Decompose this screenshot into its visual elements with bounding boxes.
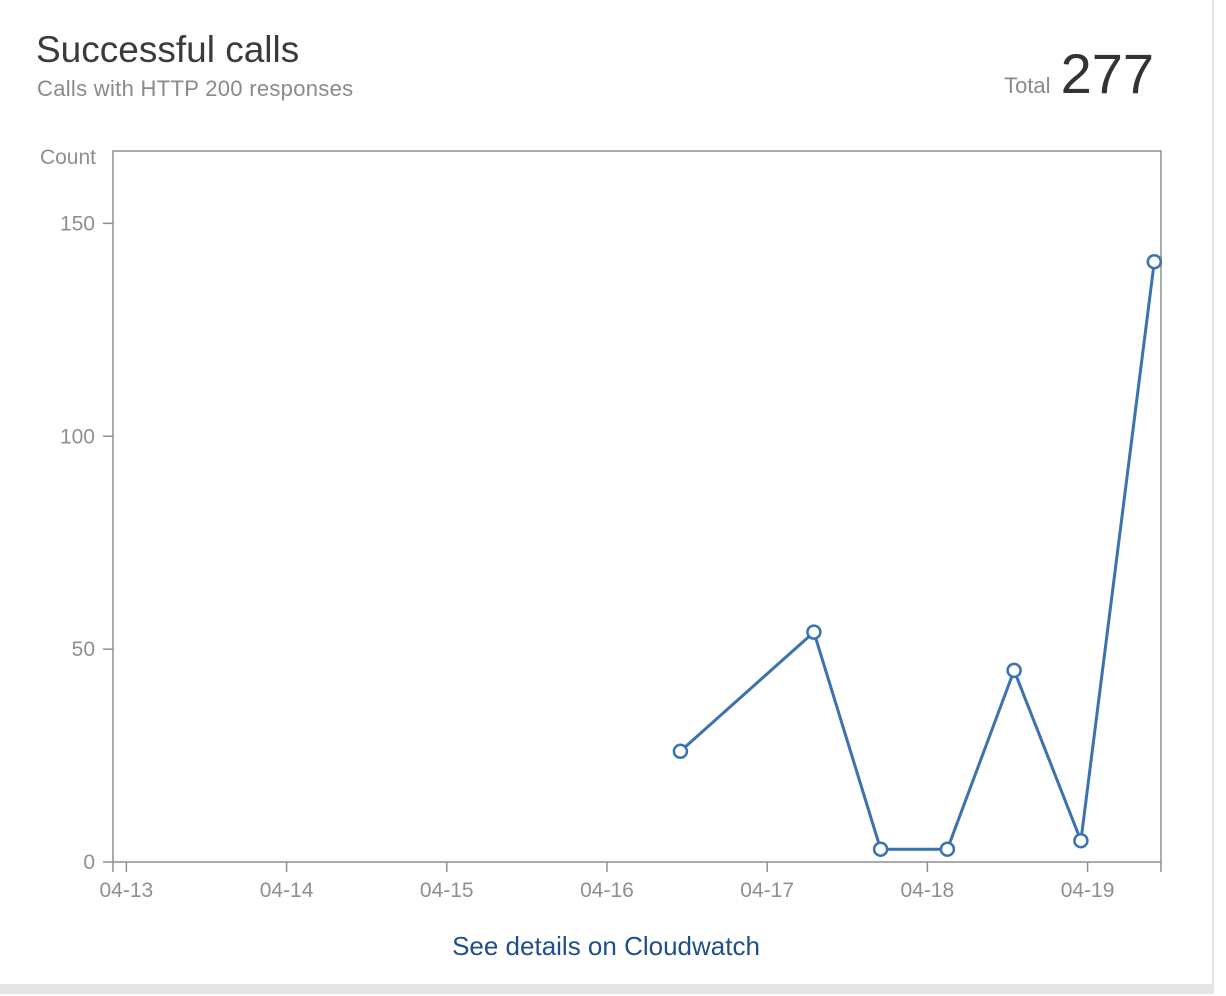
y-tick-label: 50 (72, 638, 95, 661)
x-tick-label: 04-16 (580, 879, 634, 902)
y-tick-label: 150 (60, 212, 95, 235)
chart-title: Successful calls (36, 29, 300, 70)
data-point[interactable] (672, 743, 689, 760)
y-axis: 0 50 100 150 (60, 212, 113, 874)
data-point[interactable] (1006, 662, 1022, 679)
x-tick-label: 04-15 (420, 879, 474, 902)
chart-subtitle: Calls with HTTP 200 responses (37, 76, 354, 101)
data-point[interactable] (806, 624, 822, 640)
series-line (679, 261, 1156, 851)
y-axis-label: Count (40, 146, 96, 169)
x-tick-label: 04-18 (901, 879, 955, 902)
x-tick-label: 04-14 (260, 879, 314, 902)
x-tick-label: 04-13 (99, 879, 153, 902)
total-summary: Total 277 (1004, 46, 1154, 102)
x-tick-label: 04-19 (1061, 879, 1115, 902)
data-point[interactable] (872, 841, 889, 857)
x-tick-label: 04-17 (740, 879, 794, 902)
total-value: 277 (1060, 42, 1154, 105)
y-tick-label: 100 (60, 425, 95, 448)
cloudwatch-details-link[interactable]: See details on Cloudwatch (452, 931, 760, 961)
series-layer (672, 253, 1163, 857)
y-tick-label: 0 (83, 851, 95, 874)
data-point[interactable] (1073, 832, 1089, 849)
plot-area-frame (112, 150, 1162, 863)
data-point[interactable] (939, 841, 956, 857)
x-axis: 04-13 04-14 04-15 04-16 04-17 04-18 04-19 (99, 862, 1162, 902)
data-point[interactable] (1146, 253, 1163, 270)
total-label: Total (1004, 73, 1051, 98)
